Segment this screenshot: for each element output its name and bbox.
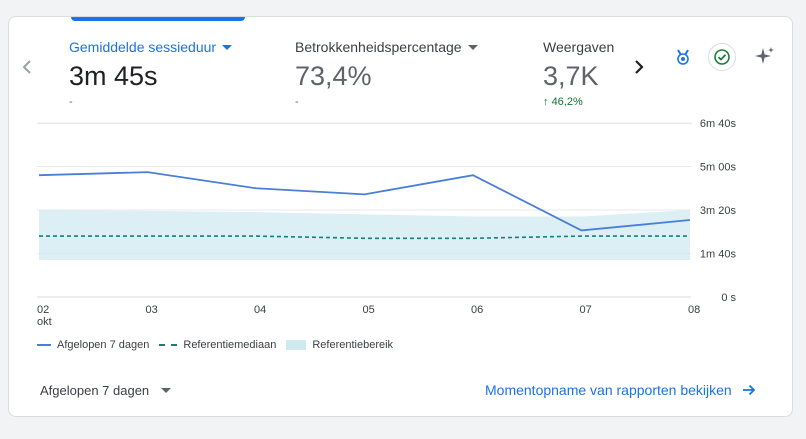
reference-median-series (39, 235, 690, 240)
metric-label: Betrokkenheidspercentage (295, 39, 478, 55)
legend-swatch (286, 340, 307, 350)
x-tick-sublabel: okt (37, 316, 52, 328)
metric-label: Gemiddelde sessieduur (69, 39, 233, 55)
y-tick-label: 3m 20s (700, 205, 737, 217)
chart-legend: Afgelopen 7 dagen Referentiemediaan Refe… (37, 339, 393, 351)
medal-icon[interactable] (669, 43, 697, 71)
x-tick-label: 02 (37, 304, 49, 316)
legend-swatch (159, 344, 178, 346)
metric-engagement-rate[interactable]: Betrokkenheidspercentage 73,4% - (295, 39, 478, 110)
x-tick-label: 06 (471, 304, 483, 316)
metric-value: 73,4% (295, 61, 372, 91)
x-tick-label: 08 (688, 304, 700, 316)
sparkle-icon[interactable] (751, 43, 779, 71)
metric-change: - (295, 96, 299, 108)
y-axis-ticks: 6m 40s 5m 00s 3m 20s 1m 40s 0 s (700, 118, 737, 304)
y-tick-label: 6m 40s (700, 118, 737, 130)
chart-grid (37, 122, 691, 298)
dropdown-arrow-icon (222, 44, 233, 50)
legend-item-reference-median[interactable]: Referentiemediaan (159, 339, 276, 351)
arrow-up-icon: ↑ (543, 96, 549, 108)
last-7-days-series (38, 171, 691, 232)
arrow-right-icon (742, 384, 755, 396)
summary-card: Gemiddelde sessieduur 3m 45s - Betrokken… (8, 16, 793, 417)
active-tab-indicator (71, 17, 245, 21)
reference-median-line (39, 235, 690, 240)
last-7-days-line (38, 171, 691, 232)
chevron-right-icon[interactable] (629, 55, 649, 79)
metric-views[interactable]: Weergaven 3,7K ↑ 46,2% (543, 39, 614, 110)
line-chart: 6m 40s 5m 00s 3m 20s 1m 40s 0 s 02 03 04 05 06 07… (37, 118, 737, 328)
legend-item-reference-range[interactable]: Referentiebereik (286, 339, 393, 351)
reference-range-band (39, 210, 690, 261)
dropdown-arrow-icon (467, 44, 478, 50)
y-tick-label: 5m 00s (700, 162, 737, 174)
view-reports-snapshot-link[interactable]: Momentopname van rapporten bekijken (485, 382, 756, 398)
legend-swatch (37, 344, 51, 346)
x-tick-label: 07 (580, 304, 592, 316)
date-range-selector[interactable]: Afgelopen 7 dagen (40, 383, 172, 398)
metric-change: ↑ 46,2% (543, 96, 583, 108)
x-tick-label: 03 (146, 304, 158, 316)
metric-value: 3m 45s (69, 61, 158, 91)
dropdown-arrow-icon (161, 388, 172, 393)
metric-change: - (69, 96, 73, 108)
y-tick-label: 1m 40s (700, 249, 737, 261)
check-circle-icon[interactable] (708, 43, 736, 71)
y-tick-label: 0 s (721, 292, 736, 304)
metric-label: Weergaven (543, 39, 615, 55)
legend-item-last-7-days[interactable]: Afgelopen 7 dagen (37, 339, 149, 351)
reference-range-area (39, 210, 690, 261)
x-axis-ticks: 02 03 04 05 06 07 08 okt (37, 304, 700, 328)
x-tick-label: 05 (363, 304, 375, 316)
x-tick-label: 04 (254, 304, 266, 316)
metric-avg-session-duration[interactable]: Gemiddelde sessieduur 3m 45s - (69, 39, 233, 110)
chevron-left-icon[interactable] (17, 55, 37, 79)
metric-value: 3,7K (543, 61, 599, 91)
